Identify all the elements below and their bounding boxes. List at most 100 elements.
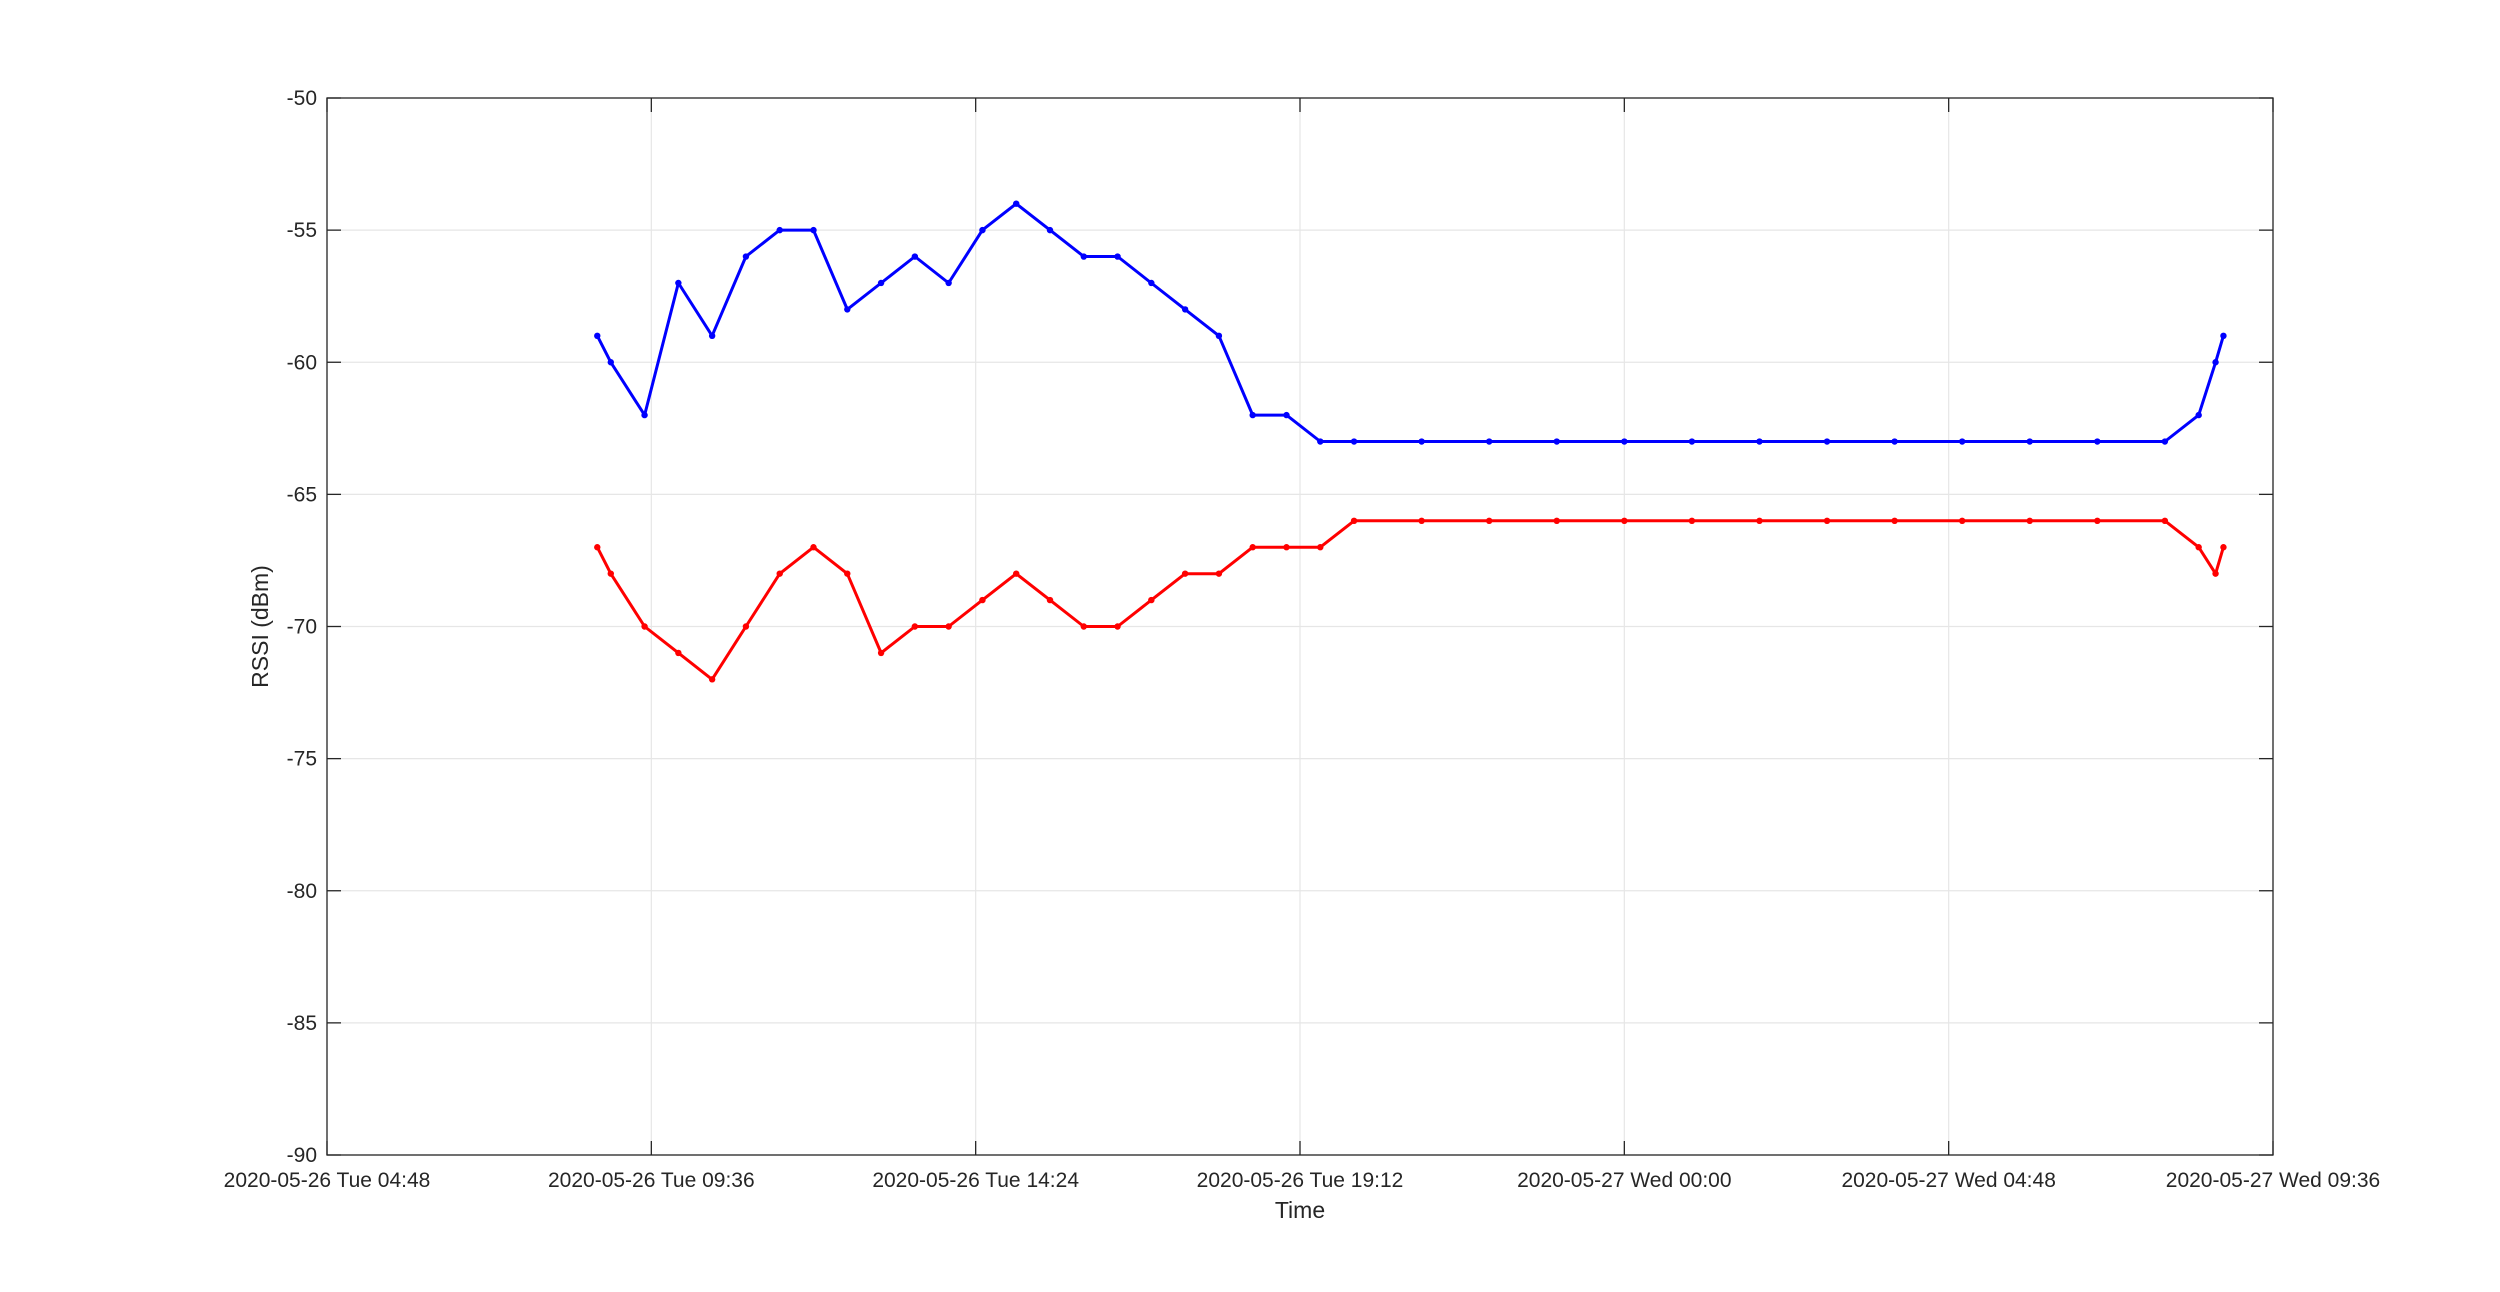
series-0-point bbox=[1350, 438, 1358, 445]
series-0-point bbox=[1114, 253, 1121, 260]
series-1-point bbox=[1080, 623, 1087, 630]
series-1-point bbox=[2220, 544, 2227, 551]
series-1-point bbox=[877, 649, 885, 657]
series-0-point bbox=[1283, 411, 1290, 419]
series-1-point bbox=[1418, 517, 1425, 524]
y-tick-label: -50 bbox=[287, 87, 317, 110]
series-0-point bbox=[2161, 438, 2169, 445]
y-tick-label: -75 bbox=[287, 748, 317, 771]
series-1-point bbox=[1485, 517, 1493, 524]
series-1-point bbox=[979, 596, 986, 604]
series-1-point bbox=[1046, 596, 1054, 604]
series-0-point bbox=[1080, 253, 1087, 260]
series-1-point bbox=[2161, 517, 2169, 524]
series-0-point bbox=[742, 253, 750, 260]
series-1-point bbox=[1756, 517, 1763, 524]
series-1-point bbox=[844, 570, 851, 577]
series-1-point bbox=[1891, 517, 1898, 524]
x-tick-label: 2020-05-27 Wed 09:36 bbox=[2166, 1169, 2380, 1192]
series-1-point bbox=[2094, 517, 2101, 524]
series-0-point bbox=[641, 411, 648, 419]
grid-lines bbox=[326, 97, 2274, 1156]
series-1-point bbox=[1350, 517, 1358, 524]
series-0-point bbox=[776, 226, 783, 234]
series-0-point bbox=[810, 226, 817, 234]
series-1-point bbox=[2026, 517, 2033, 524]
series-0-point bbox=[2094, 438, 2101, 445]
series-0-point bbox=[1418, 438, 1425, 445]
series-1-point bbox=[945, 623, 952, 630]
y-tick-label: -90 bbox=[287, 1144, 317, 1167]
series-1-point bbox=[911, 623, 919, 630]
series-0-point bbox=[979, 226, 986, 234]
series-0-point bbox=[2195, 411, 2202, 419]
x-tick-label: 2020-05-27 Wed 04:48 bbox=[1841, 1169, 2055, 1192]
series-1-point bbox=[810, 544, 817, 551]
series-1-point bbox=[1013, 570, 1020, 577]
series-1-point bbox=[1181, 570, 1189, 577]
series-0-point bbox=[675, 279, 682, 287]
x-tick-label: 2020-05-27 Wed 00:00 bbox=[1517, 1169, 1731, 1192]
series-1-point bbox=[1621, 517, 1628, 524]
series-0-point bbox=[1013, 200, 1020, 207]
series-0-point bbox=[1181, 306, 1189, 313]
series-0-point bbox=[1046, 226, 1054, 234]
y-tick-label: -80 bbox=[287, 880, 317, 903]
series-0-point bbox=[2026, 438, 2033, 445]
series-0-point bbox=[1891, 438, 1898, 445]
x-tick-label: 2020-05-26 Tue 04:48 bbox=[224, 1169, 431, 1192]
series-1-point bbox=[1249, 544, 1256, 551]
x-tick-label: 2020-05-26 Tue 14:24 bbox=[872, 1169, 1079, 1192]
series-1-point bbox=[1553, 517, 1560, 524]
series-1-point bbox=[594, 544, 601, 551]
series-1-point bbox=[1114, 623, 1121, 630]
series-0-point bbox=[1958, 438, 1966, 445]
series-1-point bbox=[1148, 596, 1155, 604]
x-axis-title: Time bbox=[1275, 1197, 1325, 1223]
series-0-point bbox=[1485, 438, 1493, 445]
series-0-point bbox=[1215, 332, 1223, 340]
series-1-point bbox=[2212, 570, 2219, 577]
series-0-point bbox=[911, 253, 919, 260]
series-0-point bbox=[1823, 438, 1831, 445]
series-0-point bbox=[945, 279, 952, 287]
series-1-point bbox=[607, 570, 614, 577]
y-tick-label: -65 bbox=[287, 483, 317, 506]
series-1-point bbox=[1283, 544, 1290, 551]
plot-series bbox=[594, 200, 2227, 683]
series-1-point bbox=[708, 676, 716, 683]
series-0-point bbox=[708, 332, 716, 340]
series-1-point bbox=[1215, 570, 1223, 577]
series-0-point bbox=[2220, 332, 2227, 340]
series-0-point bbox=[877, 279, 885, 287]
series-0-point bbox=[1148, 279, 1155, 287]
series-1-point bbox=[1688, 517, 1696, 524]
y-tick-label: -85 bbox=[287, 1012, 317, 1035]
series-1-point bbox=[1317, 544, 1324, 551]
series-1-point bbox=[776, 570, 783, 577]
x-tick-label: 2020-05-26 Tue 19:12 bbox=[1197, 1169, 1404, 1192]
series-1-point bbox=[2195, 544, 2202, 551]
x-tick-label: 2020-05-26 Tue 09:36 bbox=[548, 1169, 755, 1192]
series-1-point bbox=[742, 623, 750, 630]
y-tick-label: -70 bbox=[287, 616, 317, 639]
series-0-point bbox=[594, 332, 601, 340]
series-0-point bbox=[1553, 438, 1560, 445]
series-0-point bbox=[607, 359, 614, 366]
series-0-point bbox=[844, 306, 851, 313]
series-0-point bbox=[1249, 411, 1256, 419]
series-0-point bbox=[1688, 438, 1696, 445]
series-0-point bbox=[2212, 359, 2219, 366]
y-tick-label: -60 bbox=[287, 351, 317, 374]
series-1-point bbox=[1823, 517, 1831, 524]
series-1-point bbox=[675, 649, 682, 657]
series-0-point bbox=[1621, 438, 1628, 445]
series-1-point bbox=[1958, 517, 1966, 524]
series-0-point bbox=[1756, 438, 1763, 445]
series-0-point bbox=[1317, 438, 1324, 445]
y-tick-label: -55 bbox=[287, 219, 317, 242]
y-axis-title: RSSI (dBm) bbox=[247, 565, 273, 688]
